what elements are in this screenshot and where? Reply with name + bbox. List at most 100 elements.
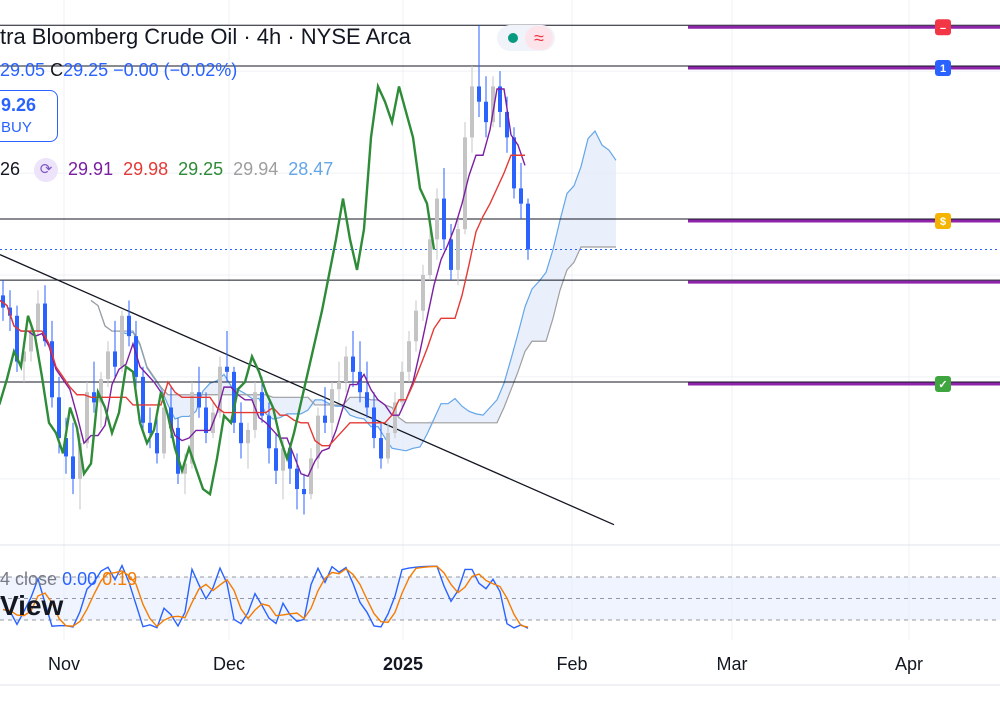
kijun-line — [0, 154, 525, 447]
candle-body — [344, 356, 348, 383]
candle-body — [106, 351, 110, 379]
oscillator-d-value: 0.19 — [102, 569, 138, 589]
candle-body — [358, 371, 362, 393]
candle-body — [22, 351, 26, 362]
x-tick-mar: Mar — [716, 654, 748, 674]
candle-body — [281, 448, 285, 471]
watermark-text: View — [0, 590, 64, 621]
market-open-dot — [508, 33, 518, 43]
level-marker-glyph: 1 — [940, 63, 946, 75]
candle-body — [78, 443, 82, 479]
status-pill[interactable]: ≈ — [497, 25, 555, 51]
candle-body — [155, 432, 159, 454]
close-label: C — [50, 60, 64, 80]
candle-body — [218, 366, 222, 413]
candle-body — [190, 392, 194, 464]
candle-body — [239, 422, 243, 444]
candle-body — [386, 432, 390, 459]
candle-body — [463, 137, 467, 230]
oscillator-pane — [0, 563, 1000, 629]
change-value: −0.00 (−0.02%) — [113, 60, 238, 80]
oscillator-k-value: 0.00 — [62, 569, 98, 589]
candle-body — [309, 458, 313, 495]
candle-body — [519, 188, 523, 204]
tenkan-value: 29.91 — [68, 158, 114, 179]
candle-body — [449, 239, 453, 270]
candle-body — [456, 229, 460, 270]
candle-body — [183, 463, 187, 474]
candle-body — [295, 468, 299, 490]
candle-body — [302, 489, 306, 495]
candle-body — [50, 341, 54, 398]
stoch-k-line — [2, 563, 529, 629]
candle-body — [134, 336, 138, 377]
candle-body — [127, 315, 131, 337]
candle-body — [260, 392, 264, 416]
candle-body — [85, 392, 89, 444]
level-marker-glyph: – — [940, 22, 946, 34]
candle-body — [64, 438, 68, 457]
horizontal-levels — [0, 24, 1000, 526]
candles — [1, 25, 530, 515]
candle-body — [421, 275, 425, 311]
candle-body — [197, 392, 201, 408]
candle-body — [246, 429, 250, 444]
candle-body — [379, 438, 383, 459]
buy-button[interactable]: 9.26 BUY — [0, 90, 58, 142]
candle-body — [267, 415, 271, 449]
trend-line — [0, 254, 615, 526]
candle-body — [162, 407, 166, 454]
candle-body — [365, 392, 369, 408]
candle-body — [330, 389, 334, 423]
chikou-value: 29.25 — [178, 158, 224, 179]
span-b-value: 29.94 — [233, 158, 279, 179]
ohlc-partial: 29.05 — [0, 60, 46, 80]
candle-body — [43, 303, 47, 342]
candle-body — [15, 315, 19, 362]
candle-body — [512, 137, 516, 189]
candle-body — [169, 407, 173, 428]
x-tick-dec: Dec — [212, 654, 246, 674]
stoch-d-line — [2, 565, 529, 628]
span-a-value: 28.47 — [288, 158, 334, 179]
candle-body — [435, 198, 439, 240]
candle-body — [477, 86, 481, 102]
level-marker-badge — [935, 19, 951, 36]
level-markers: – 1 $ ✓ — [935, 19, 951, 393]
oscillator-legend: 4 close 0.00 0.19 — [0, 569, 137, 590]
level-marker-glyph: $ — [940, 216, 946, 228]
refresh-icon[interactable]: ⟳ — [34, 158, 59, 182]
grid — [0, 0, 1000, 686]
chart-title: tra Bloomberg Crude Oil · 4h · NYSE Arca — [0, 24, 411, 49]
candle-body — [1, 295, 5, 308]
candle-body — [225, 366, 229, 372]
candle-body — [99, 378, 103, 403]
oscillator-label: 4 close — [0, 569, 58, 589]
candle-body — [274, 448, 278, 471]
candle-body — [204, 407, 208, 433]
level-marker-badge — [935, 60, 951, 77]
candle-body — [351, 356, 355, 372]
candle-body — [470, 86, 474, 138]
indicator-lines — [0, 82, 526, 497]
close-value: 29.25 — [63, 60, 109, 80]
candle-body — [337, 382, 341, 390]
candle-body — [442, 198, 446, 240]
indicator-legend: 26 ⟳ 29.91 29.98 29.25 29.94 28.47 — [0, 158, 343, 182]
candle-body — [8, 307, 12, 316]
level-marker-badge — [935, 376, 951, 393]
candle-body — [71, 456, 75, 479]
ohlc-legend: 29.05 C29.25 −0.00 (−0.02%) — [0, 60, 237, 81]
chikou-line — [0, 82, 436, 497]
candle-body — [414, 310, 418, 342]
candle-body — [526, 203, 530, 250]
candle-body — [176, 427, 180, 474]
candle-body — [57, 397, 61, 439]
candle-body — [232, 371, 236, 423]
candle-body — [505, 111, 509, 138]
candle-body — [141, 376, 145, 423]
approx-icon[interactable]: ≈ — [525, 26, 553, 50]
candle-body — [29, 331, 33, 352]
